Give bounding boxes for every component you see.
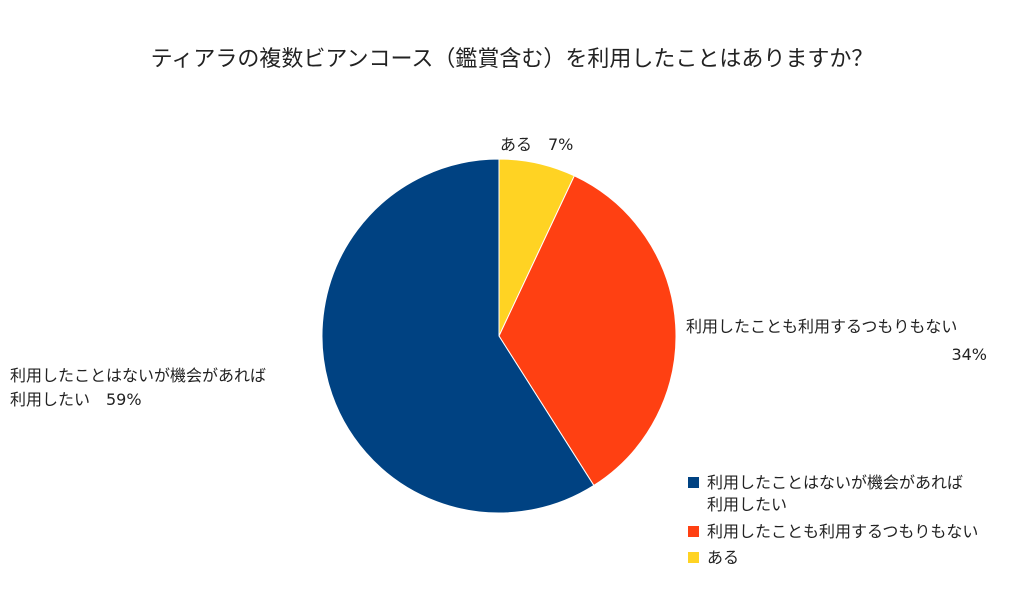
legend-swatch-aru [688,552,699,563]
slice-label-want-pct: 利用したい 59% [10,390,142,409]
legend-label-aru: ある [707,548,739,567]
legend: 利用したことはないが機会があれば 利用したい 利用したことも利用するつもりもない… [688,473,978,567]
pie-slice-2 [321,158,595,514]
chart-title: ティアラの複数ビアンコース（鑑賞含む）を利用したことはありますか？ [151,47,874,72]
slice-label-aru: ある 7% [500,135,573,154]
pie-slice-1 [498,175,677,487]
slice-label-want: 利用したことはないが機会があれば [10,366,266,385]
legend-label-want: 利用したことはないが機会があれば [707,473,963,492]
pie-slices [321,158,677,514]
legend-label-no-intent: 利用したことも利用するつもりもない [707,522,978,541]
slice-label-no-intent-pct: 34% [951,345,987,364]
legend-swatch-want [688,477,699,488]
legend-swatch-no-intent [688,526,699,537]
legend-label-want-line2: 利用したい [707,495,787,514]
slice-label-no-intent: 利用したことも利用するつもりもない [686,317,957,336]
